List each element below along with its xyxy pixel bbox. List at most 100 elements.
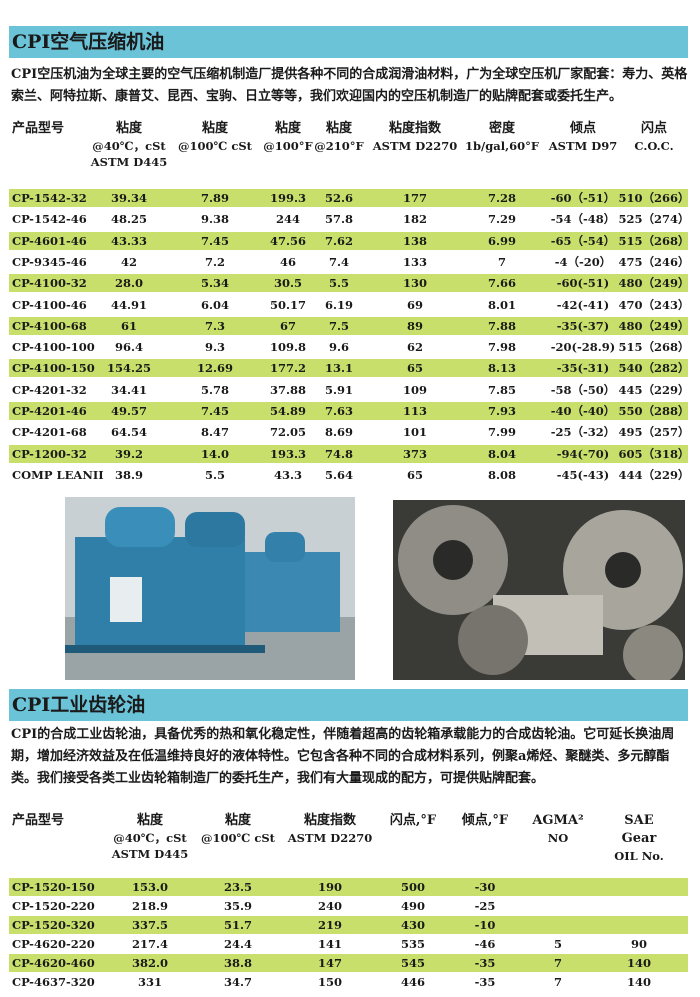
header-line: NO bbox=[547, 831, 569, 845]
table-cell: -20(-28.9) bbox=[550, 340, 616, 355]
table-cell: 47.56 bbox=[269, 233, 307, 248]
table-cell: 193.3 bbox=[269, 446, 307, 461]
table-row: CP-1542-46 48.25 9.38 244 57.8 182 7.29 -54（-48… bbox=[9, 210, 690, 228]
header-line: 密度 bbox=[488, 121, 515, 136]
table-row: CP-1520-220 218.9 35.9 240 490 -25 bbox=[9, 897, 688, 915]
table-cell: 42 bbox=[120, 254, 138, 269]
table-row: CP-4601-46 43.33 7.45 47.56 7.62 138 6.99 -65（-… bbox=[9, 231, 690, 250]
table-cell: 133 bbox=[402, 254, 428, 269]
table-cell: 7.62 bbox=[324, 233, 354, 248]
table-cell: -54（-48） bbox=[550, 212, 616, 227]
header-line: 粘度 bbox=[201, 121, 229, 136]
table-cell: 177 bbox=[402, 191, 428, 205]
product-model: CP-1542-32 bbox=[12, 191, 87, 205]
table-cell: 140 bbox=[626, 956, 652, 970]
table-cell: 6.99 bbox=[487, 233, 517, 248]
table-cell: 9.38 bbox=[200, 212, 230, 227]
header-line: @40℃，cSt bbox=[92, 139, 166, 153]
table-cell: 8.08 bbox=[487, 467, 517, 482]
table-cell: 140 bbox=[626, 975, 652, 989]
table-cell: 9.6 bbox=[328, 340, 350, 355]
column-header: 粘度 @210°F bbox=[314, 120, 363, 154]
table-row: COMP LEANII 38.9 5.5 43.3 5.64 65 8.08 -45(-43)… bbox=[9, 466, 690, 484]
column-header: 粘度 @40℃，cSt ASTM D445 bbox=[91, 120, 168, 170]
table-cell: 480（249） bbox=[618, 318, 690, 333]
product-model: CP-1542-46 bbox=[12, 212, 87, 227]
table-cell: -94(-70) bbox=[556, 446, 610, 461]
header-line: 粘度指数 bbox=[303, 813, 356, 828]
product-model: CP-1520-220 bbox=[12, 899, 95, 913]
table-cell: -25（-32） bbox=[550, 425, 616, 440]
table-cell: 39.2 bbox=[114, 446, 144, 461]
column-header: AGMA² NO bbox=[532, 812, 583, 846]
table-cell: 337.5 bbox=[131, 918, 169, 932]
table-row: CP-1542-32 39.34 7.89 199.3 52.6 177 7.28 -60（-… bbox=[9, 189, 690, 207]
table-row: CP-4620-460 382.0 38.8 147 545 -35 7 140 bbox=[9, 954, 688, 972]
table-cell: 44.91 bbox=[110, 297, 148, 312]
header-line: SAE Gear bbox=[621, 813, 657, 846]
table-cell: 475（246） bbox=[618, 254, 690, 269]
header-line: OIL No. bbox=[614, 849, 664, 863]
product-model: CP-1200-32 bbox=[12, 446, 87, 461]
table-cell: 7.4 bbox=[328, 254, 350, 269]
table-cell: 430 bbox=[400, 918, 426, 932]
table-cell: 7.28 bbox=[487, 191, 517, 205]
table-cell: 150 bbox=[317, 975, 343, 989]
header-line: @100°F bbox=[263, 139, 313, 153]
table-row: CP-4100-32 28.0 5.34 30.5 5.5 130 7.66 -60(-51)… bbox=[9, 274, 690, 293]
header-line: 闪点 bbox=[640, 121, 668, 136]
table-cell: 244 bbox=[275, 212, 301, 227]
table-cell: 5.78 bbox=[200, 382, 230, 397]
table-row: CP-4100-46 44.91 6.04 50.17 6.19 69 8.01 -42(-4… bbox=[9, 296, 690, 314]
header-line: ASTM D97 bbox=[548, 139, 618, 153]
table-cell: 5.34 bbox=[200, 276, 230, 291]
header-line: ASTM D445 bbox=[90, 155, 168, 169]
table-row: CP-1200-32 39.2 14.0 193.3 74.8 373 8.04 -94(-7… bbox=[9, 444, 690, 463]
table-cell: 219 bbox=[317, 918, 343, 932]
table-cell: 43.33 bbox=[110, 233, 148, 248]
product-model: CP-4100-68 bbox=[12, 318, 87, 333]
table-row: CP-4201-68 64.54 8.47 72.05 8.69 101 7.99 -25（-… bbox=[9, 423, 690, 441]
table-cell: 480（249） bbox=[618, 276, 690, 291]
table-cell: 101 bbox=[402, 425, 428, 440]
table-cell: 69 bbox=[406, 297, 424, 312]
table-cell: 444（229） bbox=[618, 467, 690, 482]
column-header: 粘度 @100℃ cSt bbox=[201, 812, 275, 846]
column-header: 倾点,°F bbox=[462, 812, 508, 830]
product-model: CP-4100-46 bbox=[12, 297, 87, 312]
table-cell: 72.05 bbox=[269, 425, 307, 440]
product-model: CP-4620-460 bbox=[12, 956, 95, 970]
section-title-air-compressor-oil: CPI空气压缩机油 bbox=[9, 26, 688, 58]
table-cell: 130 bbox=[402, 276, 428, 291]
table-cell: 7.99 bbox=[487, 425, 517, 440]
table-cell: 14.0 bbox=[200, 446, 230, 461]
header-line: C.O.C. bbox=[634, 139, 674, 153]
column-header: 闪点,°F bbox=[390, 812, 436, 830]
table-cell: -10 bbox=[474, 918, 496, 932]
header-line: ASTM D445 bbox=[111, 847, 189, 861]
table-cell: 57.8 bbox=[324, 212, 354, 227]
header-line: @210°F bbox=[314, 139, 364, 153]
section1-intro: CPI空压机油为全球主要的空气压缩机制造厂提供各种不同的合成润滑油材料，广为全球… bbox=[11, 67, 688, 104]
table-row: CP-9345-46 42 7.2 46 7.4 133 7 -4（-20） 475（246） bbox=[9, 253, 690, 271]
table-row: CP-4620-220 217.4 24.4 141 535 -46 5 90 bbox=[9, 935, 688, 953]
header-line: AGMA² bbox=[532, 813, 584, 828]
table-cell: 65 bbox=[406, 361, 424, 376]
table-cell: 6.04 bbox=[200, 297, 230, 312]
air-compressor-photo bbox=[65, 497, 355, 680]
gears-photo bbox=[393, 500, 685, 680]
header-line: @100℃ cSt bbox=[201, 831, 275, 845]
table-cell: 35.9 bbox=[223, 899, 253, 913]
table-cell: 8.69 bbox=[324, 425, 354, 440]
column-header: 产品型号 bbox=[12, 120, 64, 138]
table-cell: 23.5 bbox=[223, 880, 253, 894]
table-cell: 113 bbox=[402, 404, 428, 418]
product-model: CP-9345-46 bbox=[12, 254, 87, 269]
table-cell: 500 bbox=[400, 880, 426, 894]
table-row: CP-4100-68 61 7.3 67 7.5 89 7.88 -35(-37) 480（24… bbox=[9, 316, 690, 335]
table-cell: 52.6 bbox=[324, 191, 354, 205]
table-cell: -58（-50） bbox=[550, 382, 616, 397]
header-line: 倾点 bbox=[569, 121, 596, 136]
table-cell: 49.57 bbox=[110, 404, 148, 418]
table-row: CP-4637-320 331 34.7 150 446 -35 7 140 bbox=[9, 973, 688, 991]
